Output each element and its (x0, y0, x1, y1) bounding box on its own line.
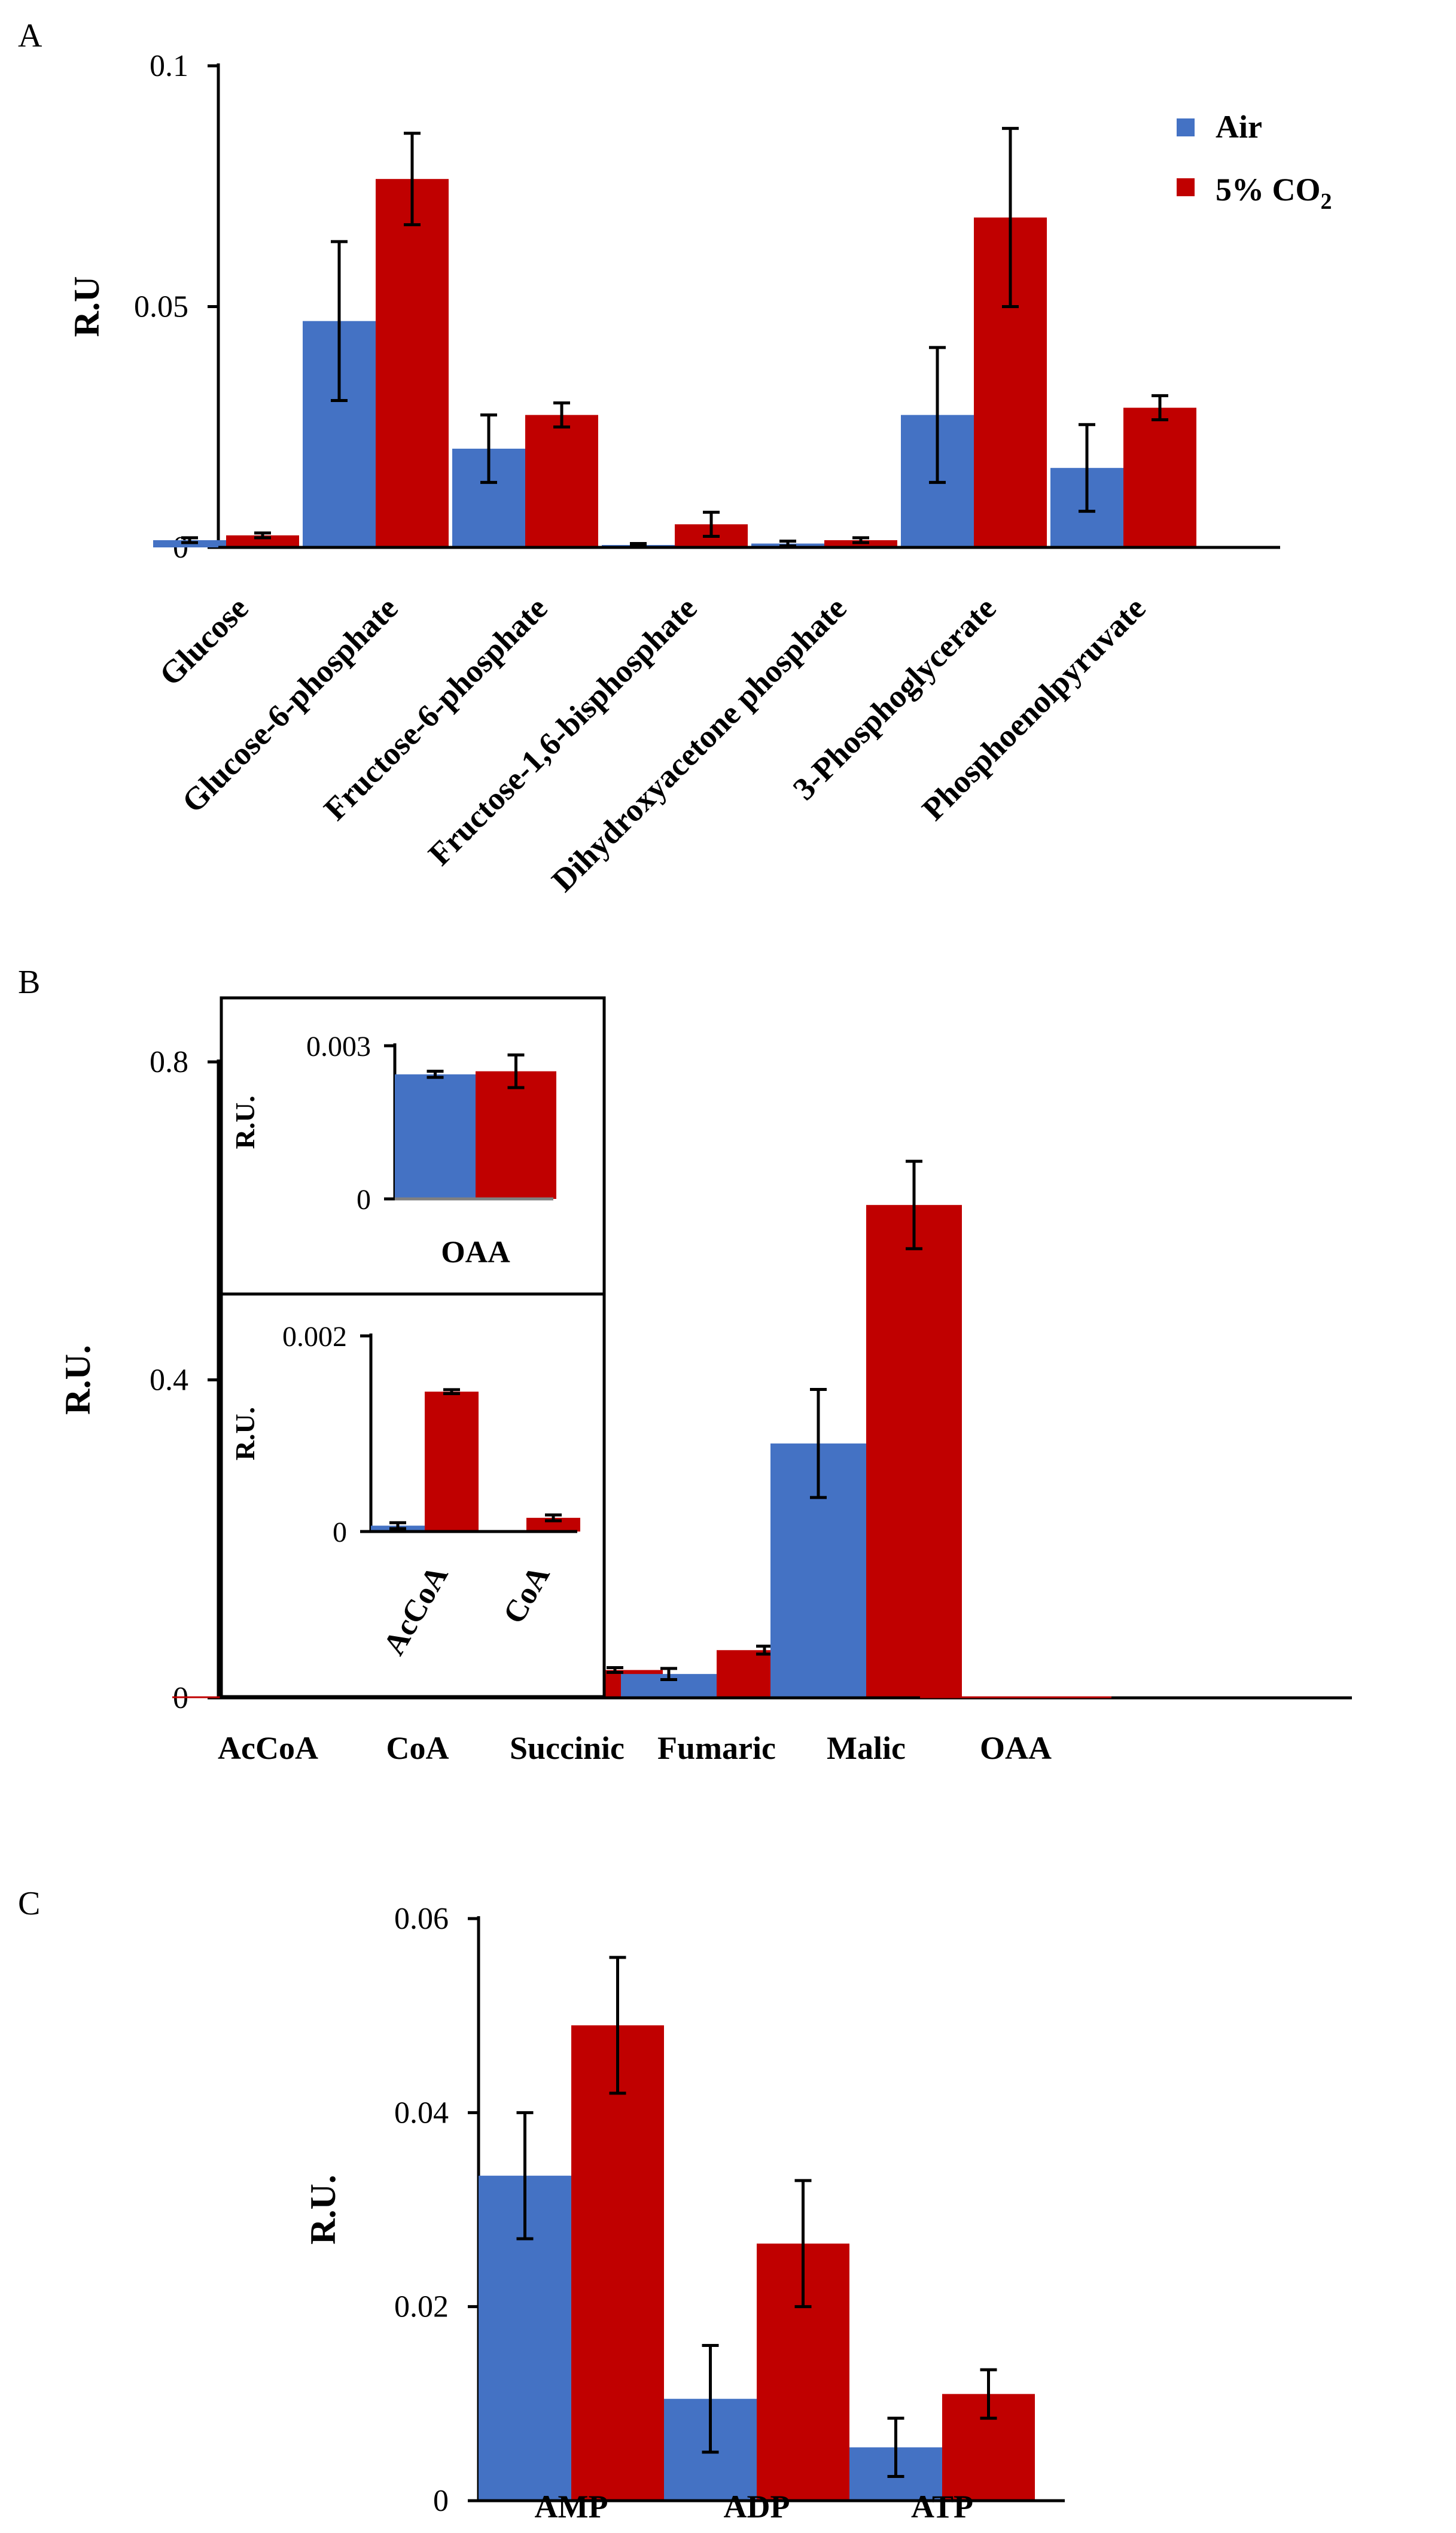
error-bar (703, 510, 720, 538)
category-label: OAA (441, 1235, 510, 1269)
legend: Air 5% CO2 (1177, 109, 1332, 214)
bar-co2 (476, 1071, 556, 1199)
category-label: Succinic (510, 1730, 625, 1766)
error-bar (553, 401, 570, 429)
error-bar (516, 2111, 534, 2240)
y-tick-label: 0.06 (394, 1902, 449, 1936)
bar-co2 (226, 535, 299, 547)
y-tick-label: 0.1 (150, 49, 188, 83)
error-bar (1079, 423, 1095, 513)
chart-b: B 0 0.4 0.8 R.U. AcCoA CoA Succinic Fumaric Malic… (18, 964, 1352, 1766)
category-label: CoA (386, 1730, 449, 1766)
category-label: Fumaric (657, 1730, 776, 1766)
panel-label: A (18, 17, 42, 54)
error-bar (794, 2179, 812, 2309)
bar-co2 (526, 1518, 580, 1532)
panel-label: B (18, 964, 40, 1001)
error-bar (545, 1513, 562, 1523)
error-bar (254, 531, 271, 540)
bar-co2 (425, 1392, 479, 1532)
y-axis-label: R.U. (230, 1407, 260, 1460)
y-tick-label: 0.003 (306, 1031, 371, 1062)
category-label: ATP (911, 2489, 973, 2525)
y-tick-label: 0.05 (134, 290, 188, 324)
y-tick-label: 0 (173, 531, 188, 565)
error-bar (980, 2368, 997, 2420)
y-axis-label: R.U. (230, 1095, 260, 1149)
error-bar (852, 536, 869, 544)
y-tick-label: 0.04 (394, 2096, 449, 2130)
error-bar (609, 1956, 626, 2095)
category-label: AMP (535, 2489, 608, 2525)
error-bar (1152, 394, 1168, 422)
error-bar (887, 2416, 904, 2478)
category-label: Fructose-1,6-bisphosphate (421, 590, 703, 872)
bar-air (395, 1074, 476, 1199)
bar-co2 (1123, 407, 1196, 547)
y-axis-label: R.U. (303, 2175, 343, 2245)
error-bar (607, 1666, 623, 1674)
legend-swatch-air (1177, 118, 1195, 136)
error-bar (443, 1388, 460, 1395)
y-axis-label: R.U. (58, 1345, 98, 1415)
error-bar (389, 1521, 406, 1530)
bar-co2 (866, 1205, 962, 1698)
error-bar (660, 1667, 677, 1681)
y-tick-label: 0.4 (150, 1363, 188, 1398)
y-tick-label: 0 (333, 1517, 347, 1548)
error-bar (929, 346, 946, 484)
category-label: Dihydroxyacetone phosphate (545, 590, 854, 899)
category-label: Glucose (153, 590, 255, 693)
bar-co2 (376, 179, 449, 547)
category-label: ADP (724, 2489, 790, 2525)
y-tick-label: 0.02 (394, 2290, 449, 2324)
category-label: Malic (827, 1730, 906, 1766)
category-label: OAA (980, 1730, 1052, 1766)
error-bar (181, 536, 198, 544)
bar-co2 (571, 2025, 664, 2501)
panel-label: C (18, 1885, 40, 1922)
chart-b-inset-oaa: 0 0.003 R.U. OAA (230, 1031, 556, 1269)
y-axis-label: R.U (67, 276, 106, 337)
chart-c: C 0 0.02 0.04 0.06 R.U. AMP ADP ATP (18, 1885, 1065, 2525)
error-bar (810, 1387, 827, 1499)
error-bar (331, 240, 348, 402)
legend-label-co2: 5% CO2 (1216, 172, 1332, 214)
error-bar (404, 132, 421, 227)
error-bar (756, 1645, 773, 1656)
y-tick-label: 0.002 (282, 1321, 347, 1353)
y-tick-label: 0 (433, 2484, 449, 2518)
error-bar (1002, 127, 1019, 308)
category-label: AcCoA (218, 1730, 318, 1766)
error-bar (480, 413, 497, 484)
chart-a: A00.050.1R.UGlucoseGlucose-6-phosphateFr… (18, 17, 1280, 899)
legend-swatch-co2 (1177, 178, 1195, 196)
error-bar (507, 1053, 525, 1089)
error-bar (702, 2344, 719, 2454)
error-bar (906, 1159, 922, 1250)
legend-label-air: Air (1216, 109, 1262, 145)
error-bar (427, 1070, 444, 1079)
y-tick-label: 0.8 (150, 1045, 188, 1079)
bar-co2 (525, 415, 598, 547)
y-tick-label: 0 (357, 1184, 371, 1216)
